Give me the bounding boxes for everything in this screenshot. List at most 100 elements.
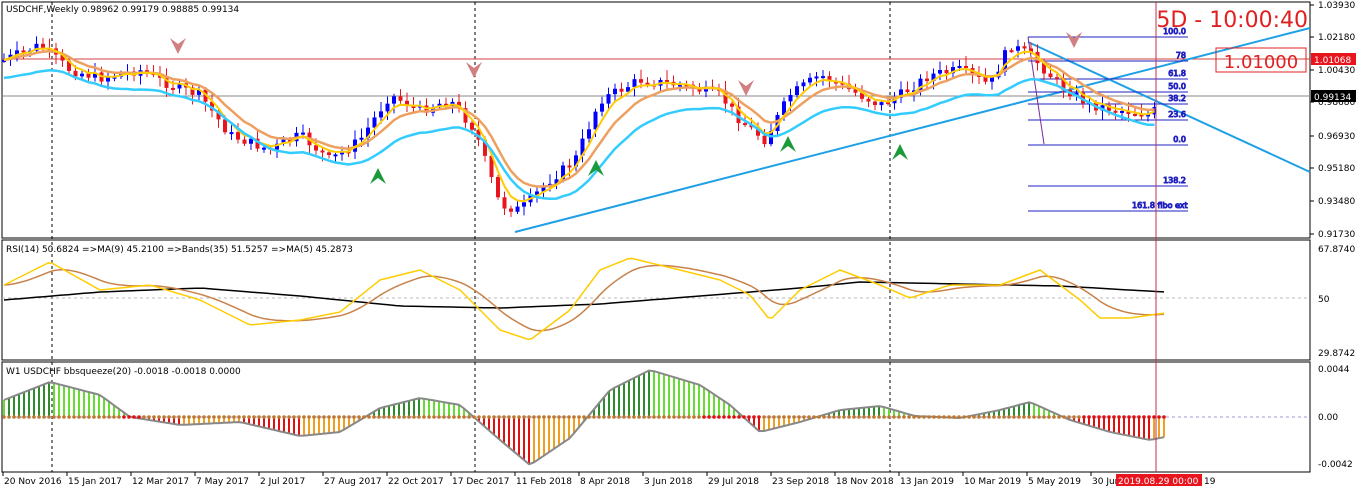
candle: [866, 98, 871, 102]
candle: [171, 87, 175, 90]
candle: [983, 76, 988, 82]
candle: [840, 82, 845, 85]
y-axis-label: 1.00430: [1318, 66, 1355, 76]
x-axis-label: 3 Jun 2018: [644, 477, 693, 487]
candle: [444, 103, 448, 106]
x-axis-label: 29 Jul 2018: [708, 477, 759, 487]
bb-axis-label: 0.00: [1318, 413, 1338, 423]
candle: [86, 73, 91, 78]
signal-arrows: [170, 32, 1082, 184]
candle: [483, 139, 487, 156]
candle: [827, 76, 832, 82]
candle: [80, 73, 84, 77]
candle: [788, 94, 793, 102]
candle: [886, 102, 890, 105]
candle: [41, 43, 45, 49]
pink-down-arrow-icon: [466, 62, 482, 78]
candle: [743, 123, 747, 126]
y-axis-label: 0.98680: [1318, 98, 1355, 108]
candle: [392, 96, 396, 104]
candle: [385, 103, 390, 112]
candle: [1152, 106, 1157, 115]
bb-panel-title: W1 USDCHF bbsqueeze(20) -0.0018 -0.0018 …: [6, 367, 241, 377]
fibo-level-label: 61.8: [1168, 69, 1186, 78]
candle: [775, 114, 780, 132]
candle: [593, 111, 598, 130]
x-axis-label: 17 Dec 2017: [452, 477, 510, 487]
bb-axis-label: -0.0042: [1318, 460, 1353, 470]
rsi-panel-title: RSI(14) 50.6824 =>MA(9) 45.2100 =>Bands(…: [6, 245, 353, 255]
x-axis-label: 2 Jul 2017: [260, 477, 305, 487]
candle: [665, 79, 669, 82]
x-axis-label: 18 Nov 2018: [836, 477, 894, 487]
candle: [320, 150, 325, 153]
candle: [262, 147, 266, 150]
candle: [873, 101, 877, 106]
candle: [411, 106, 416, 109]
current-time-tag: [1116, 474, 1202, 486]
candle: [535, 191, 539, 195]
candle: [197, 89, 201, 95]
candle: [1061, 78, 1066, 90]
candle: [912, 90, 916, 93]
candle: [834, 81, 838, 84]
candle: [1029, 48, 1033, 52]
period-separators: [51, 2, 891, 472]
candle: [808, 77, 812, 83]
rsi-axis-label: 29.8742: [1318, 349, 1355, 359]
candle: [600, 103, 604, 112]
trendlines[interactable]: [514, 27, 1311, 233]
main-y-axis[interactable]: 1.03930 1.02180 1.00430 0.98680 0.96930 0.951…: [1310, 1, 1355, 240]
candle: [353, 139, 357, 152]
candle: [918, 78, 923, 91]
y-axis-label: 1.02180: [1318, 33, 1355, 43]
green-up-arrow-icon: [370, 168, 386, 184]
bb-axis-label: 0.0044: [1318, 365, 1350, 375]
fibo-level-label: 161.8 fibo ext: [1132, 201, 1188, 210]
fibo-level-label: 100.0: [1163, 27, 1186, 36]
candle: [496, 177, 500, 198]
candle: [470, 122, 474, 130]
bb-y-axis[interactable]: 0.0044 0.00 -0.0042: [1318, 365, 1353, 470]
price-label-box[interactable]: [1215, 47, 1307, 73]
candle: [951, 67, 955, 74]
candle: [177, 83, 182, 89]
candle: [236, 132, 240, 140]
candle: [502, 197, 507, 209]
candle: [626, 87, 630, 92]
candle: [860, 92, 864, 99]
pink-down-arrow-icon: [738, 80, 754, 96]
fibonacci-retracement[interactable]: 100.0 78 61.8 50.0 38.2 23.6 0.0 138.2 161.8 fib…: [1028, 27, 1188, 212]
candle: [301, 132, 305, 135]
candle: [1009, 50, 1014, 53]
x-axis-label: 11 Feb 2018: [516, 477, 572, 487]
candle: [1139, 114, 1144, 117]
candle: [60, 54, 65, 61]
candle: [275, 143, 279, 150]
candle: [281, 139, 286, 144]
candle: [684, 84, 689, 87]
candle: [249, 138, 253, 144]
time-axis[interactable]: 20 Nov 2016 15 Jan 2017 12 Mar 2017 7 May 2…: [2, 472, 1120, 487]
y-axis-label: 0.93480: [1318, 197, 1355, 207]
rsi-y-axis[interactable]: 67.8740 50 29.8742: [1318, 245, 1355, 359]
candle: [366, 127, 370, 138]
fibo-level-label: 50.0: [1168, 82, 1186, 91]
candle: [561, 165, 565, 180]
candle: [314, 145, 318, 151]
fibo-level-label: 23.6: [1168, 110, 1186, 119]
candle: [964, 65, 968, 69]
candle: [190, 87, 195, 95]
green-up-arrow-icon: [588, 160, 604, 176]
rising-trendline: [514, 27, 1311, 233]
x-axis-tail-label: 19: [1204, 477, 1216, 487]
candle: [73, 70, 78, 77]
candle: [515, 206, 520, 212]
fibo-level-label: 0.0: [1173, 135, 1186, 144]
candle: [463, 108, 468, 123]
price-label-text: 1.01000: [1224, 52, 1298, 73]
candle: [1042, 63, 1046, 74]
slow-ema-line: [3, 49, 1155, 188]
candle: [522, 202, 526, 207]
